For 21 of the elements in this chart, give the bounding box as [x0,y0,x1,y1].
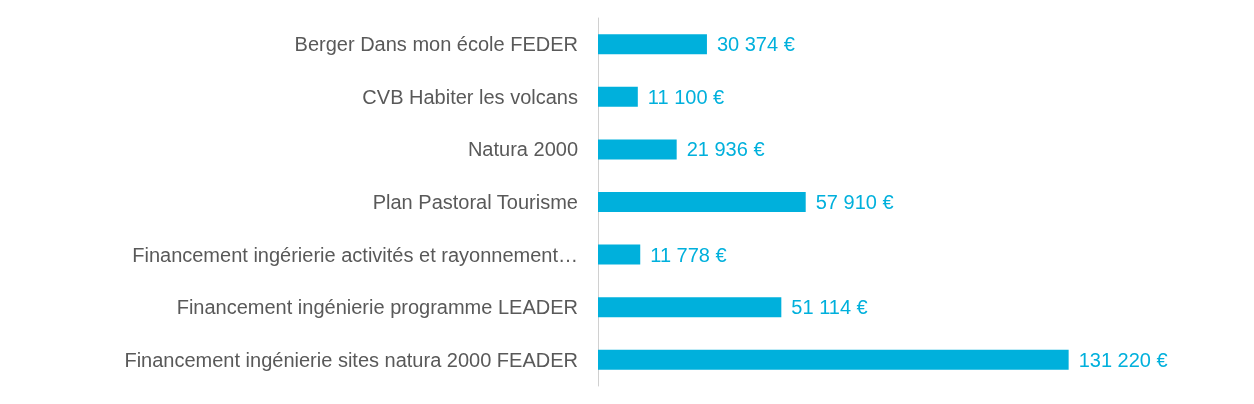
bar [598,86,638,107]
y-tick-label: Financement ingénierie programme LEADER [176,296,578,319]
y-tick-label: Financement ingérierie activités et rayonnement… [132,243,578,266]
bar [598,297,782,318]
bar [598,192,806,212]
data-label: 131 220 € [1078,348,1168,371]
y-tick-label: Berger Dans mon école FEDER [294,33,578,56]
y-tick-label: CVB Habiter les volcans [362,85,578,108]
bar [598,244,641,265]
data-label: 30 374 € [716,33,795,56]
data-label: 57 910 € [815,191,894,213]
bar [598,349,1069,370]
y-tick-label: Financement ingénierie sites natura 2000 FEADER [124,348,578,371]
data-label: 11 100 € [647,85,725,108]
data-label: 11 778 € [650,243,727,266]
y-tick-label: Natura 2000 [467,138,578,161]
bar [598,139,677,160]
data-label: 21 936 € [686,138,765,161]
bar [598,34,707,55]
data-label: 51 114 € [791,296,868,319]
y-tick-label: Plan Pastoral Tourisme [372,191,578,213]
